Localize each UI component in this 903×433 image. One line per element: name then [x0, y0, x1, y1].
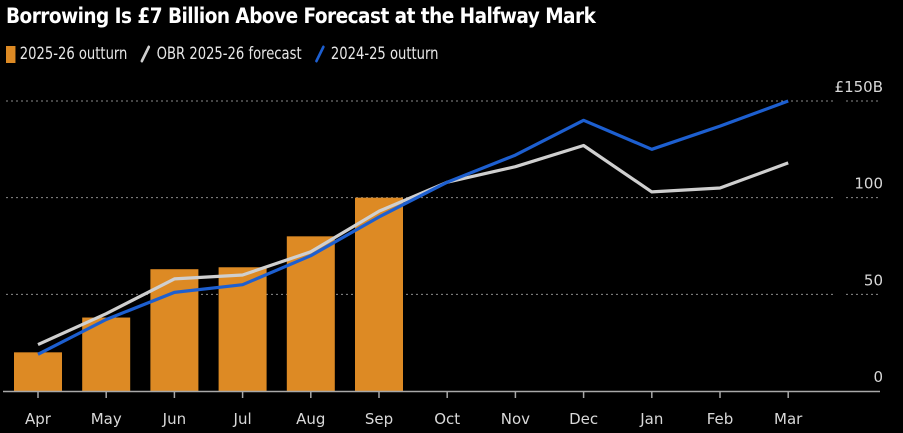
x-tick-label: Apr: [25, 410, 52, 428]
legend-item-2024-25-outturn: 2024-25 outturn: [314, 44, 439, 64]
y-tick-label: 0: [873, 368, 883, 386]
x-tick-label: Jul: [233, 410, 252, 428]
x-tick-label: Sep: [365, 410, 393, 428]
x-tick-label: Nov: [501, 410, 530, 428]
legend-label: 2024-25 outturn: [330, 44, 439, 64]
bar: [355, 197, 403, 391]
line-obr-2025-26-forecast: [37, 143, 789, 347]
bar: [82, 317, 131, 391]
bar: [286, 236, 335, 391]
x-axis: Apr May Jun Jul Aug Sep Oct Nov Dec Jan Feb Mar: [3, 390, 880, 428]
x-tick-label: Mar: [774, 410, 803, 428]
bar-swatch-icon: [6, 45, 16, 63]
x-tick-label: Aug: [296, 410, 325, 428]
legend-label: OBR 2025-26 forecast: [156, 44, 302, 64]
x-tick-label: Dec: [569, 410, 598, 428]
bar: [14, 352, 62, 391]
legend-label: 2025-26 outturn: [19, 44, 128, 64]
line-2024-25-outturn: [37, 99, 789, 356]
y-tick-label: 50: [864, 271, 883, 289]
legend-item-2025-26-outturn: 2025-26 outturn: [6, 44, 127, 64]
gridlines: [6, 100, 880, 295]
x-tick-label: Jan: [639, 410, 663, 428]
x-tick-label: Feb: [707, 410, 734, 428]
x-tick-label: Jun: [162, 410, 186, 428]
chart-title: Borrowing Is £7 Billion Above Forecast a…: [6, 4, 596, 28]
line-swatch-icon: [314, 45, 325, 63]
y-tick-label: £150B: [835, 78, 883, 96]
legend-item-obr-forecast: OBR 2025-26 forecast: [139, 44, 302, 64]
legend: 2025-26 outturn OBR 2025-26 forecast 202…: [6, 44, 451, 64]
line-swatch-icon: [140, 45, 151, 63]
y-axis-labels: 0 50 100 £150B: [835, 78, 883, 386]
x-tick-label: May: [91, 410, 122, 428]
y-tick-label: 100: [854, 175, 883, 193]
line-series: [37, 99, 789, 356]
x-tick-label: Oct: [434, 410, 460, 428]
